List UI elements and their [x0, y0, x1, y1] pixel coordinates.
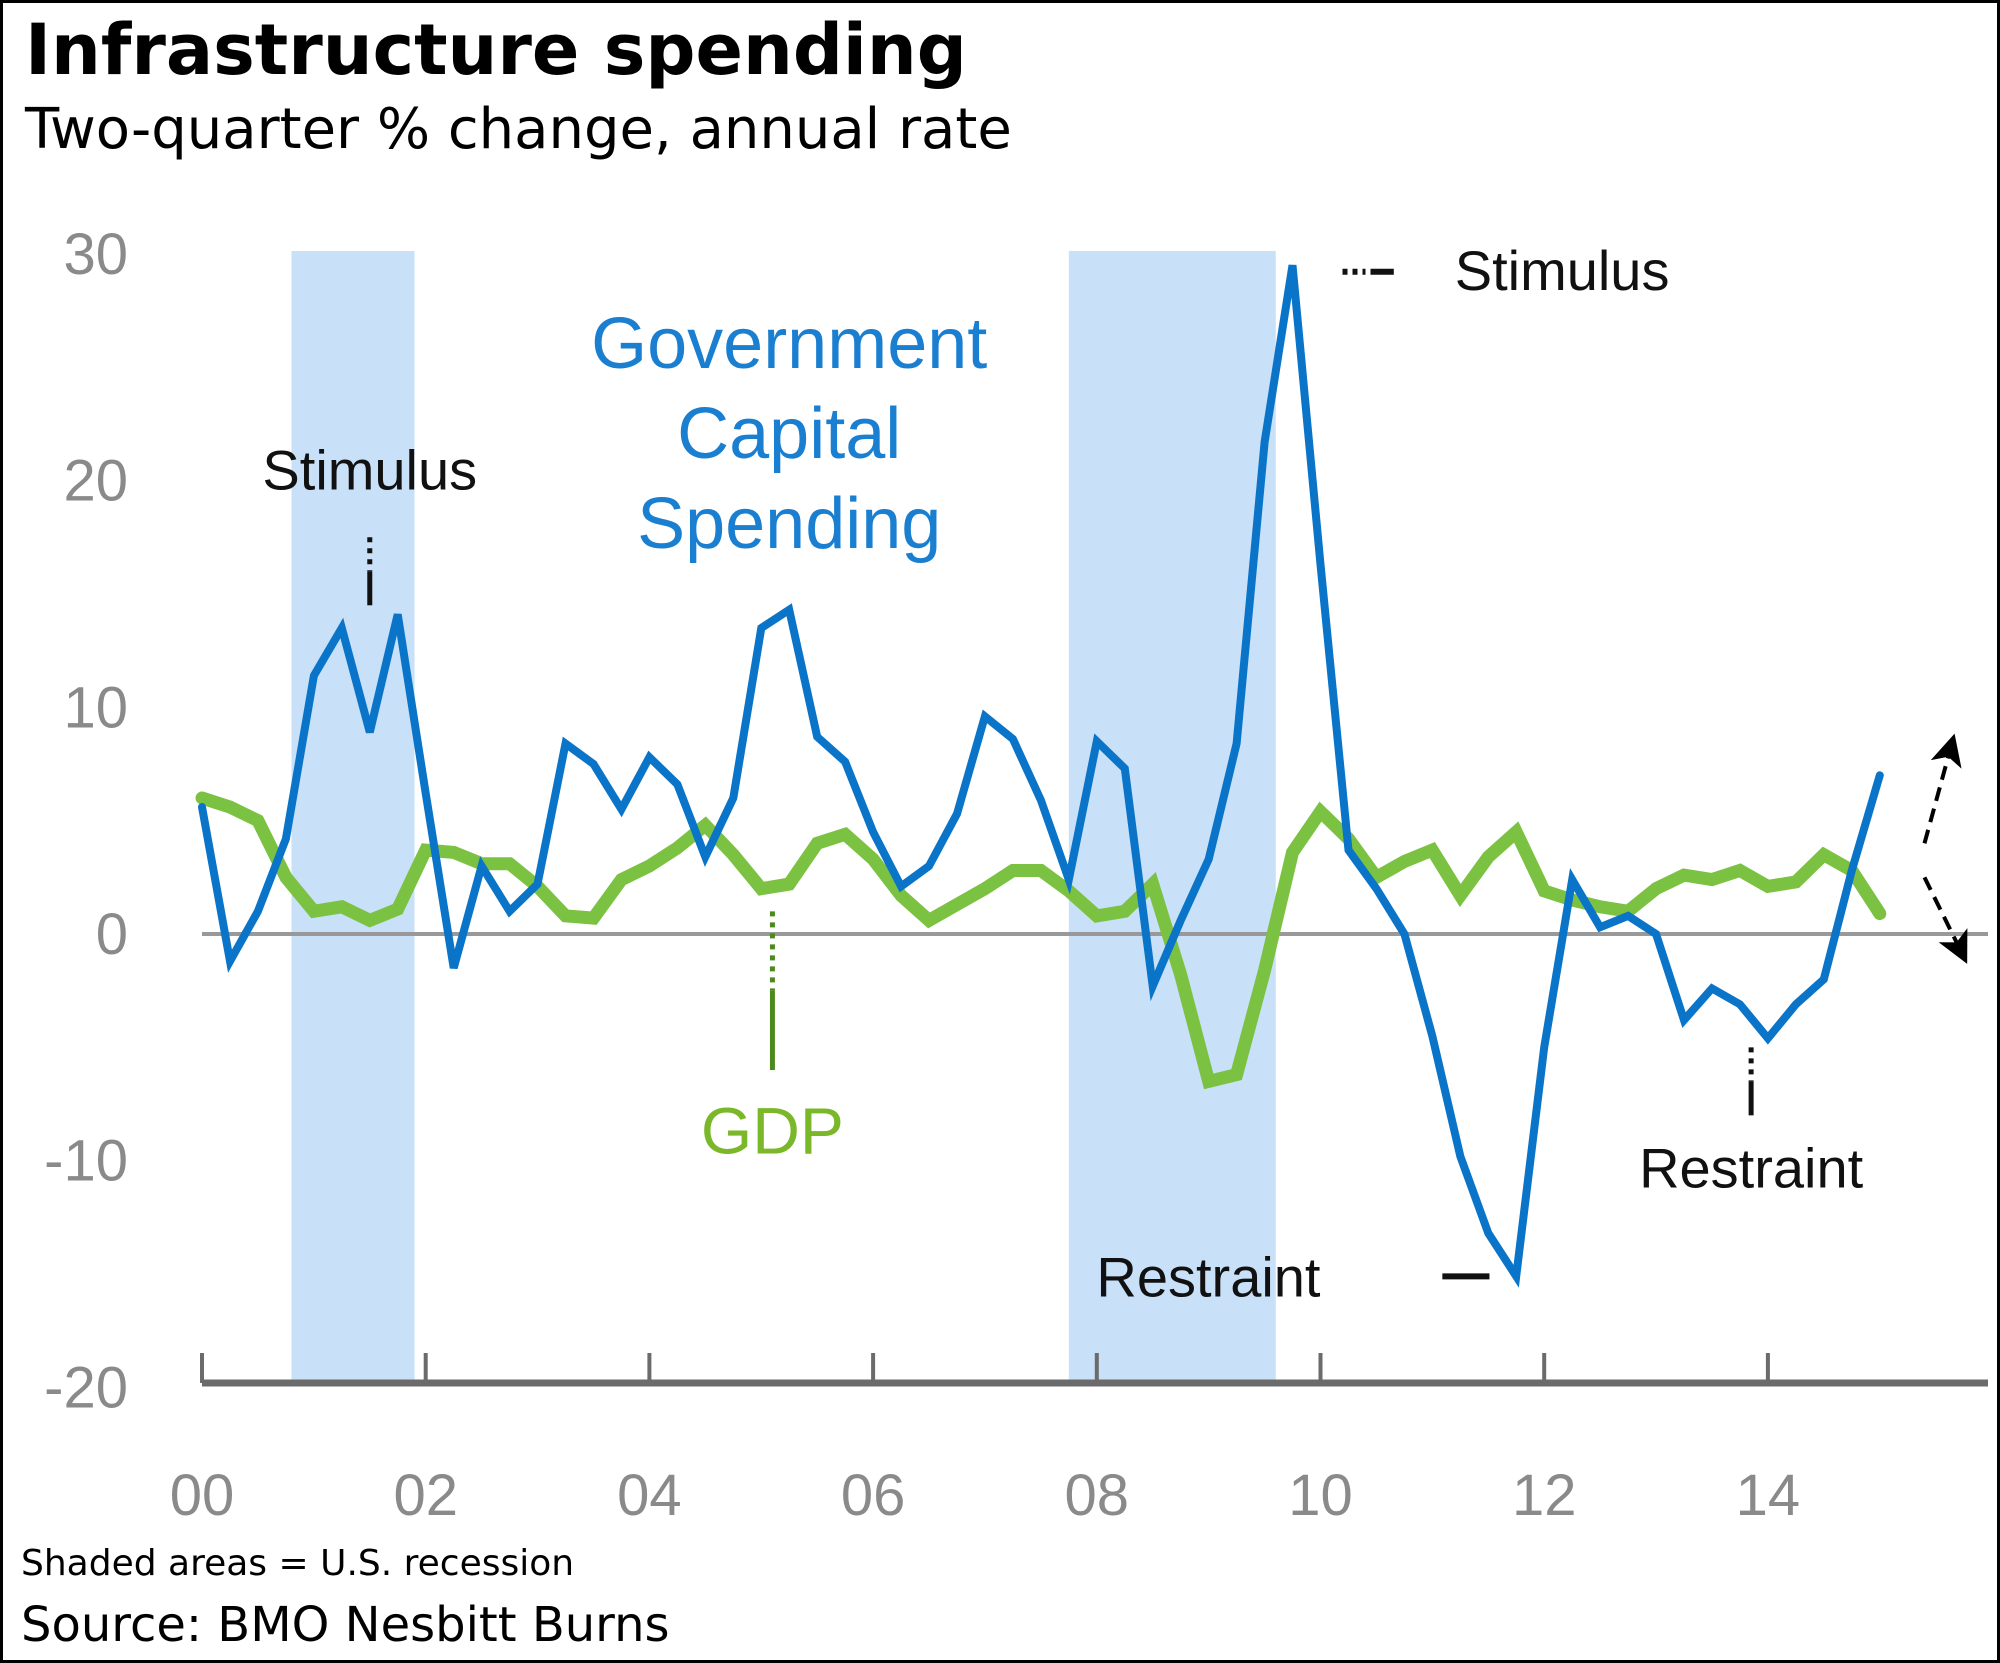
annotations: Stimulus Stimulus Government Capital Spendin… [262, 239, 1968, 1308]
x-tick-label: 08 [1065, 1463, 1130, 1528]
annotation-stimulus: Stimulus [1455, 239, 1670, 302]
outlook-arrow-down [1922, 876, 1968, 964]
y-tick-label: 30 [63, 222, 128, 287]
x-tick-label: 02 [393, 1463, 458, 1528]
series-label-gdp: GDP [701, 1093, 844, 1167]
y-tick-label: 0 [96, 902, 128, 967]
x-tick-label: 04 [617, 1463, 682, 1528]
x-tick-label: 06 [841, 1463, 906, 1528]
x-tick-label: 00 [170, 1463, 235, 1528]
recession-bands [291, 251, 1276, 1383]
y-tick-label: -10 [44, 1129, 128, 1194]
series-label-government: Government [591, 304, 987, 384]
chart-title: Infrastructure spending [25, 9, 967, 91]
footnote: Shaded areas = U.S. recession [21, 1543, 575, 1584]
recession-band [291, 251, 415, 1383]
x-tick-label: 12 [1512, 1463, 1577, 1528]
gdp-line [195, 791, 1887, 1090]
y-tick-label: 10 [63, 675, 128, 740]
annotation-stimulus: Stimulus [262, 438, 477, 501]
chart-subtitle: Two-quarter % change, annual rate [25, 97, 1012, 162]
y-tick-label: 20 [63, 449, 128, 514]
y-tick-label: -20 [44, 1355, 128, 1420]
x-tick-label: 14 [1736, 1463, 1801, 1528]
axes: 00 02 04 06 08 10 12 14 30 20 10 0 -10 -20 [44, 222, 1988, 1528]
x-tick-label: 10 [1288, 1463, 1353, 1528]
annotation-restraint: Restraint [1096, 1245, 1321, 1308]
series-lines [195, 264, 1887, 1288]
annotation-restraint: Restraint [1639, 1137, 1864, 1200]
series-label-government: Spending [637, 484, 941, 564]
recession-band [1068, 251, 1276, 1383]
outlook-arrow-up [1922, 733, 1962, 844]
series-label-government: Capital [677, 394, 901, 474]
government-spending-line [198, 264, 1884, 1288]
source-note: Source: BMO Nesbitt Burns [21, 1597, 670, 1653]
